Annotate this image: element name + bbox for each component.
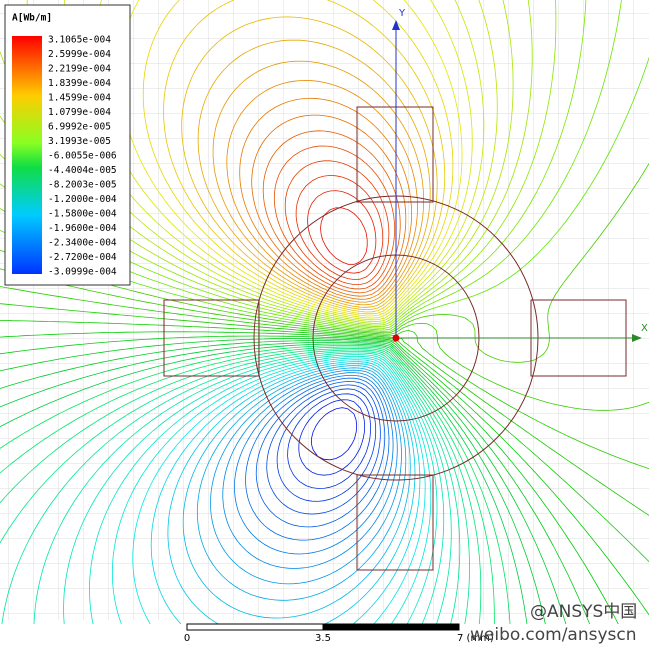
- contour-line: [0, 345, 511, 624]
- contour-line: [311, 407, 358, 461]
- contour-line: [132, 359, 426, 625]
- x-arrow: [632, 334, 642, 342]
- contour-line: [196, 367, 407, 601]
- contour-line: [234, 375, 394, 555]
- scale-end: 7 (mm): [457, 633, 494, 644]
- contour-line: [245, 377, 390, 541]
- color-bar: [12, 36, 42, 274]
- legend-label: 1.4599e-004: [48, 93, 111, 104]
- legend-label: -1.2000e-004: [48, 194, 117, 205]
- contour-line: [142, 0, 454, 315]
- contour-line: [0, 320, 649, 563]
- contour-line: [0, 340, 567, 625]
- legend-title: A[Wb/m]: [12, 13, 52, 24]
- scale-bar-white: [186, 623, 324, 631]
- contour-line: [167, 363, 416, 625]
- contour-line: [251, 114, 407, 297]
- contour-line: [0, 0, 557, 328]
- contour-line: [210, 369, 402, 585]
- legend-label: -8.2003e-005: [48, 180, 117, 191]
- contour-line: [255, 381, 386, 528]
- y-axis-label: Y: [398, 8, 406, 19]
- contour-line: [0, 348, 482, 625]
- legend-label: 3.1993e-005: [48, 136, 111, 147]
- legend-label: 1.0799e-004: [48, 107, 111, 118]
- contour-line: [181, 16, 438, 310]
- contour-line: [182, 365, 411, 619]
- legend-label: -2.3400e-004: [48, 238, 117, 249]
- watermark-handle: @ANSYS中国: [530, 602, 637, 622]
- contour-line: [298, 399, 366, 476]
- contour-line: [0, 303, 649, 516]
- contour-line: [0, 335, 619, 625]
- contour-line: [62, 0, 485, 321]
- contour-line: [0, 331, 649, 616]
- legend-label: 2.5999e-004: [48, 49, 111, 60]
- contour-line: [276, 388, 377, 502]
- scale-middle: 3.5: [315, 633, 331, 644]
- contour-line: [163, 0, 446, 313]
- legend-label: 6.9992e-005: [48, 122, 111, 133]
- contour-line: [295, 175, 384, 280]
- contour-line: [112, 357, 432, 625]
- contour-line: [0, 349, 470, 625]
- legend-label: 2.2199e-004: [48, 64, 111, 75]
- contour-line: [0, 338, 591, 625]
- x-axis-label: X: [641, 323, 648, 334]
- contour-line: [0, 343, 528, 625]
- contour-line: [266, 384, 381, 515]
- legend-label: -1.5800e-004: [48, 209, 117, 220]
- contour-line: [0, 342, 546, 625]
- contour-line: [307, 190, 377, 274]
- contour-line: [1, 351, 461, 625]
- legend-label: -1.9600e-004: [48, 223, 117, 234]
- legend-label: 3.1065e-004: [48, 35, 111, 46]
- scale-bar-black: [322, 623, 460, 631]
- contour-line: [239, 97, 412, 300]
- contour-line: [0, 0, 514, 324]
- contours: [0, 0, 649, 625]
- watermark-url: weibo.com/ansyscn: [470, 625, 637, 645]
- legend-label: -6.0055e-006: [48, 151, 117, 162]
- legend-label: 1.8399e-004: [48, 78, 111, 89]
- origin: [392, 334, 400, 342]
- contour-line: [89, 355, 438, 625]
- contour-line: [0, 268, 649, 411]
- contour-line: [150, 361, 421, 625]
- contour-line: [320, 207, 368, 265]
- contour-line: [63, 354, 445, 625]
- legend-label: -2.7200e-004: [48, 252, 117, 263]
- contour-line: [33, 352, 452, 625]
- contour-line: [284, 160, 390, 285]
- contour-line: [0, 346, 495, 625]
- legend-label: -4.4004e-005: [48, 165, 117, 176]
- scale-start: 0: [184, 633, 190, 644]
- contour-line: [212, 60, 424, 306]
- y-arrow: [392, 20, 400, 30]
- legend-label: -3.0999e-004: [48, 267, 117, 278]
- contour-line: [0, 286, 649, 470]
